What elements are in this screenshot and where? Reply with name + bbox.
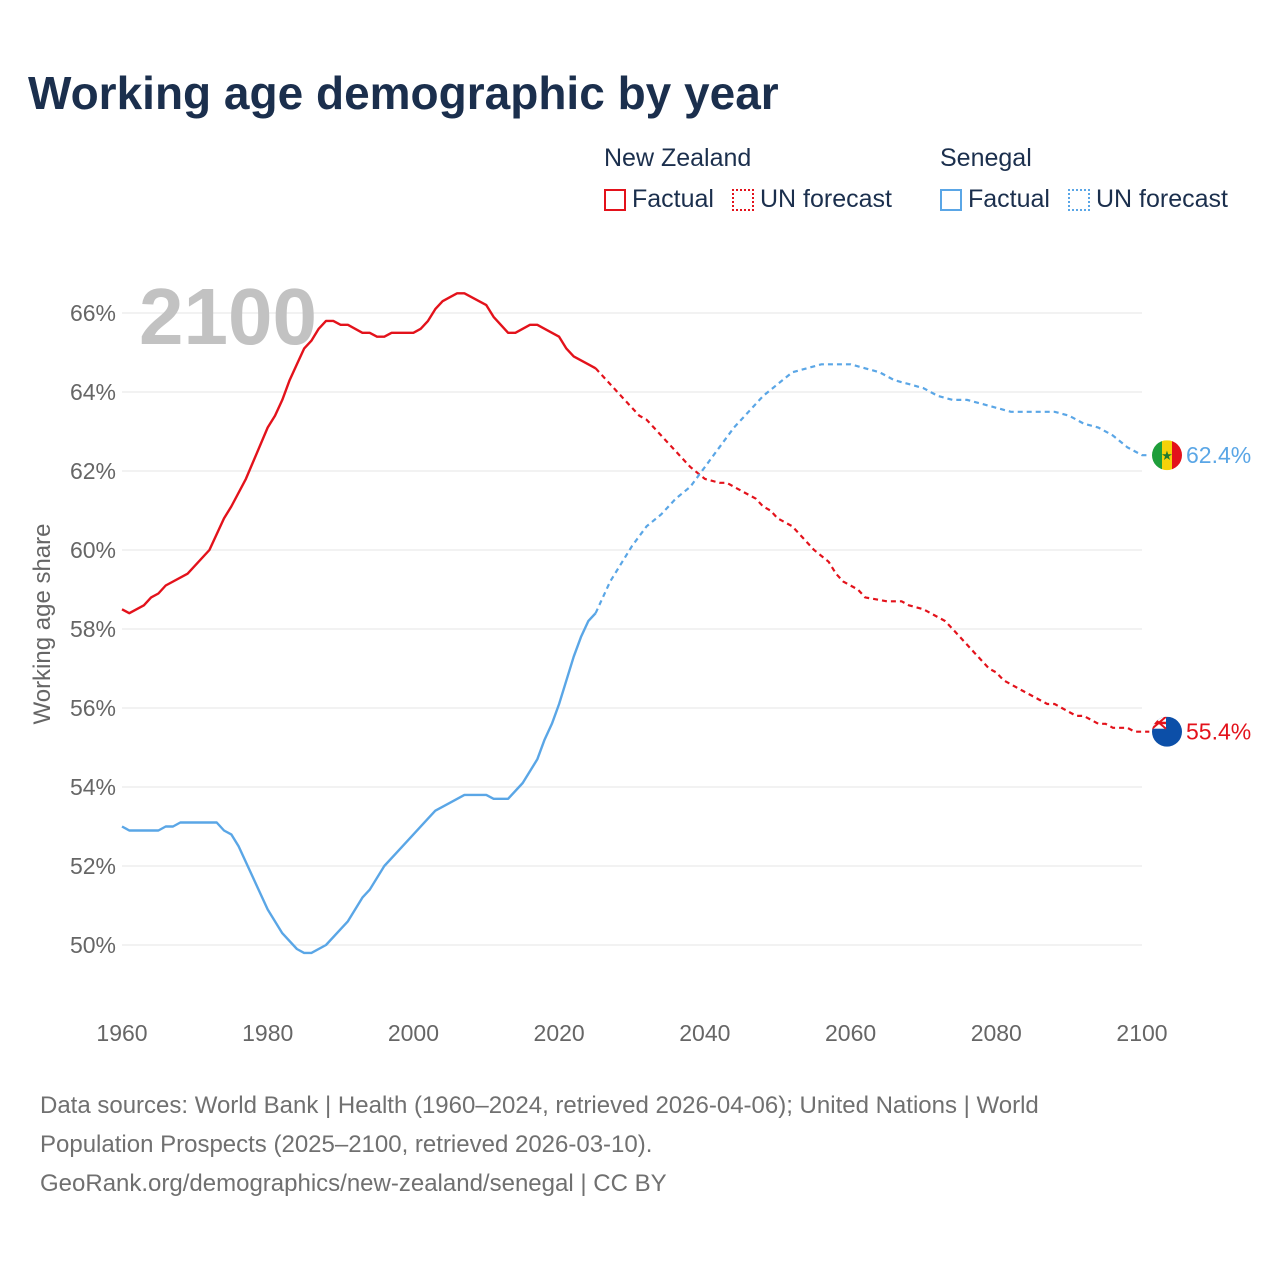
y-tick-label: 56%	[70, 695, 116, 721]
x-tick-label: 2080	[971, 1020, 1022, 1046]
gridlines	[122, 312, 1142, 946]
senegal-factual-line	[121, 612, 597, 955]
legend-item-nz-forecast[interactable]: UN forecast	[731, 185, 892, 214]
series-lines	[121, 292, 1150, 955]
y-tick-label: 50%	[70, 932, 116, 958]
y-tick-label: 60%	[70, 537, 116, 563]
legend-item-nz-factual[interactable]: Factual	[604, 185, 714, 214]
legend-senegal: Senegal Factual UN forecast	[940, 144, 1246, 214]
line-chart: 2100 50% 52% 54% 56% 58% 60% 62% 64% 66% 1960 198…	[29, 272, 1251, 1046]
legend-item-sn-forecast[interactable]: UN forecast	[1067, 185, 1228, 214]
legend-item-label: UN forecast	[759, 185, 892, 213]
x-tick-label: 2000	[388, 1020, 439, 1046]
legend-item-label: Factual	[968, 185, 1050, 213]
new-zealand-factual-line	[121, 292, 597, 615]
dotted-line-swatch-icon	[1067, 188, 1090, 211]
x-axis: 1960 1980 2000 2020 2040 2060 2080 2100	[96, 1020, 1167, 1046]
new-zealand-forecast-line	[594, 367, 1150, 733]
y-axis: 50% 52% 54% 56% 58% 60% 62% 64% 66%	[70, 300, 116, 958]
end-markers: 55.4% ★ 62.4%	[1152, 440, 1251, 747]
y-axis-title: Working age share	[29, 524, 56, 725]
y-tick-label: 58%	[70, 616, 116, 642]
senegal-end-value-label: 62.4%	[1186, 442, 1251, 468]
legend-new-zealand: New Zealand Factual UN forecast	[604, 144, 910, 214]
x-tick-label: 1980	[242, 1020, 293, 1046]
x-tick-label: 2100	[1116, 1020, 1167, 1046]
y-tick-label: 66%	[70, 300, 116, 326]
chart-title: Working age demographic by year	[28, 67, 779, 119]
y-tick-label: 54%	[70, 774, 116, 800]
solid-line-swatch-icon	[940, 188, 962, 211]
svg-text:★: ★	[1161, 449, 1173, 464]
footer-line-1: Data sources: World Bank | Health (1960–…	[40, 1092, 1039, 1119]
x-tick-label: 2040	[679, 1020, 730, 1046]
legend-country-label: Senegal	[940, 144, 1032, 172]
new-zealand-end-value-label: 55.4%	[1186, 719, 1251, 745]
new-zealand-flag-icon	[1152, 716, 1182, 747]
y-tick-label: 64%	[70, 379, 116, 405]
senegal-forecast-line	[594, 363, 1150, 614]
dotted-line-swatch-icon	[731, 188, 754, 211]
x-tick-label: 2020	[534, 1020, 585, 1046]
legend-item-label: UN forecast	[1095, 185, 1228, 213]
legend-country-label: New Zealand	[604, 144, 752, 172]
senegal-flag-icon: ★	[1152, 440, 1182, 471]
y-tick-label: 62%	[70, 458, 116, 484]
solid-line-swatch-icon	[604, 188, 626, 211]
footer-sources: Data sources: World Bank | Health (1960–…	[40, 1086, 1240, 1203]
footer-line-3: GeoRank.org/demographics/new-zealand/sen…	[40, 1170, 667, 1197]
footer-line-2: Population Prospects (2025–2100, retriev…	[40, 1131, 653, 1158]
legend-item-label: Factual	[632, 185, 714, 213]
x-tick-label: 1960	[96, 1020, 147, 1046]
x-tick-label: 2060	[825, 1020, 876, 1046]
y-tick-label: 52%	[70, 853, 116, 879]
year-watermark: 2100	[139, 272, 317, 361]
legend-item-sn-factual[interactable]: Factual	[940, 185, 1050, 214]
